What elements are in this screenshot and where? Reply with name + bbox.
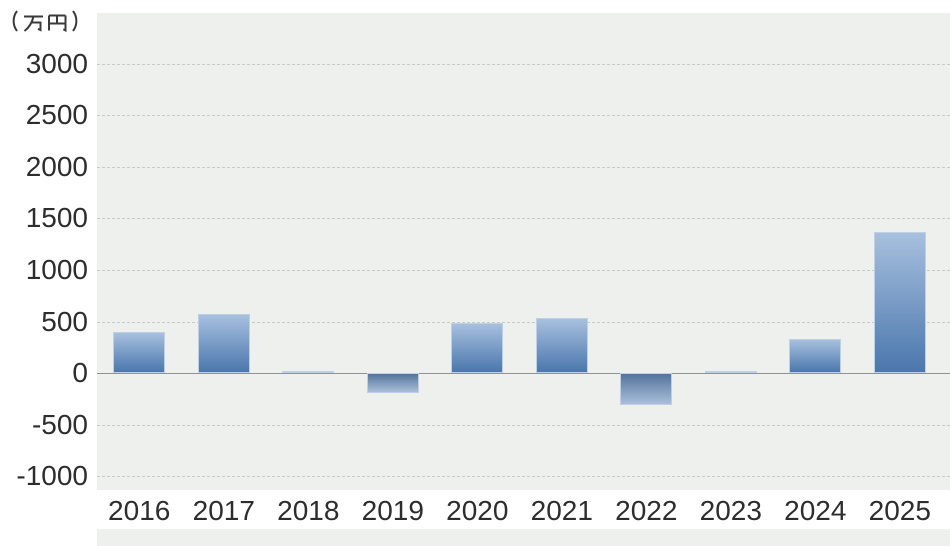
gridline xyxy=(97,63,950,65)
gridline xyxy=(97,476,950,478)
y-tick-label: 0 xyxy=(72,357,88,389)
gridline xyxy=(97,321,950,323)
x-tick-label: 2023 xyxy=(699,495,762,526)
x-tick-label: 2017 xyxy=(192,495,255,526)
y-tick-label: 2500 xyxy=(25,99,88,131)
x-tick-label: 2025 xyxy=(868,495,931,526)
bottom-background-strip xyxy=(97,529,950,546)
x-axis-tick-labels: 2016 2017 2018 2019 2020 2021 2022 2023 2024 2025 xyxy=(97,490,950,529)
y-tick-label: -500 xyxy=(31,408,88,440)
bar-2017 xyxy=(197,314,250,374)
gridline xyxy=(97,166,950,168)
y-tick-label: 500 xyxy=(41,305,88,337)
x-tick-label: 2022 xyxy=(615,495,678,526)
bar-2024 xyxy=(789,339,842,373)
bar-2022 xyxy=(620,373,673,406)
x-tick-label: 2021 xyxy=(530,495,593,526)
gridline xyxy=(97,218,950,220)
bar-2019 xyxy=(366,373,419,393)
plot-area xyxy=(97,13,950,490)
y-tick-label: 1500 xyxy=(25,202,88,234)
y-tick-label: 1000 xyxy=(25,253,88,285)
gridline xyxy=(97,115,950,117)
bar-2025 xyxy=(873,231,926,374)
y-tick-label: -1000 xyxy=(16,460,88,492)
bar-2020 xyxy=(451,322,504,374)
y-tick-label: 3000 xyxy=(25,47,88,79)
yen-unit-glyphs xyxy=(12,10,78,33)
gridline xyxy=(97,269,950,271)
gridline xyxy=(97,424,950,426)
bar-2021 xyxy=(535,318,588,374)
x-tick-label: 2018 xyxy=(277,495,340,526)
bar-2023 xyxy=(704,371,757,374)
bar-2016 xyxy=(113,331,166,374)
x-tick-label: 2019 xyxy=(361,495,424,526)
y-axis-unit-label xyxy=(6,8,84,34)
x-tick-label: 2020 xyxy=(446,495,509,526)
y-axis-tick-labels: 3000 2500 2000 1500 1000 500 0 -500 -1000 xyxy=(0,13,88,492)
y-tick-label: 2000 xyxy=(25,150,88,182)
zero-axis-line xyxy=(97,373,950,375)
bar-2018 xyxy=(282,371,335,374)
x-tick-label: 2024 xyxy=(784,495,847,526)
x-tick-label: 2016 xyxy=(108,495,171,526)
